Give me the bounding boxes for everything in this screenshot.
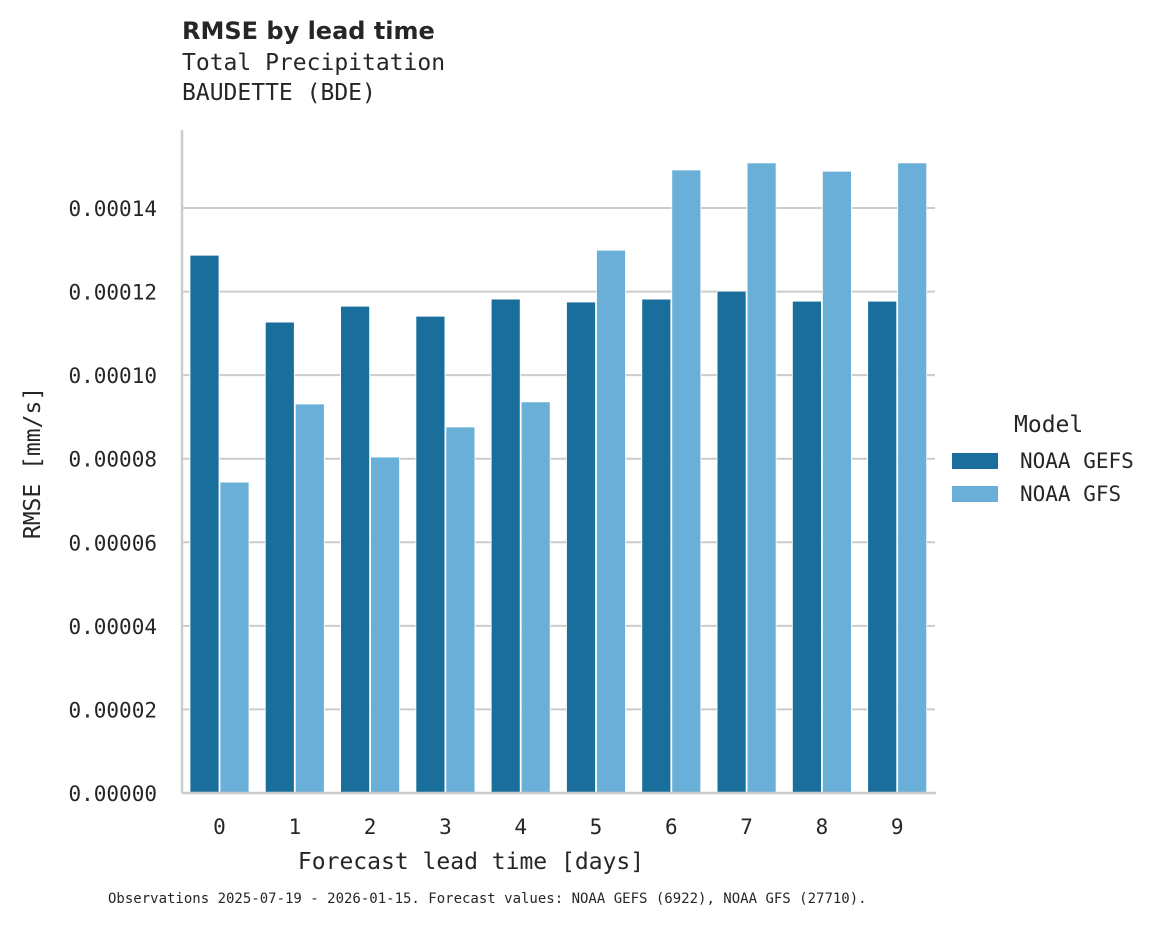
chart-title: RMSE by lead time <box>182 17 435 45</box>
y-tick-label: 0.00004 <box>68 615 157 639</box>
y-tick-label: 0.00012 <box>68 281 157 305</box>
legend-label-gefs: NOAA GEFS <box>1020 448 1134 473</box>
x-tick-labels: 0 1 2 3 4 5 6 7 8 9 <box>213 815 903 839</box>
bar-gfs-5 <box>596 249 626 794</box>
legend: Model NOAA GEFS NOAA GFS <box>952 412 1134 510</box>
y-tick-label: 0.00014 <box>68 197 157 221</box>
bar-gfs-3 <box>445 426 476 794</box>
x-tick-label: 4 <box>514 815 527 839</box>
bar-gfs-8 <box>822 170 852 794</box>
x-tick-label: 7 <box>740 815 753 839</box>
x-tick-label: 6 <box>665 815 678 839</box>
bar-gfs-4 <box>520 401 551 794</box>
bar-gefs-4 <box>490 298 521 794</box>
x-tick-label: 5 <box>590 815 603 839</box>
y-tick-label: 0.00010 <box>68 364 157 388</box>
chart-subtitle-station: BAUDETTE (BDE) <box>182 80 376 106</box>
y-tick-label: 0.00002 <box>68 698 157 722</box>
y-tick-label: 0.00000 <box>68 782 157 806</box>
bar-gefs-8 <box>792 300 822 794</box>
y-tick-label: 0.00006 <box>68 531 157 555</box>
bar-gfs-6 <box>671 169 702 794</box>
legend-swatch-gfs <box>952 485 998 502</box>
legend-label-gfs: NOAA GFS <box>1020 481 1122 506</box>
x-tick-label: 2 <box>364 815 377 839</box>
legend-item-gefs: NOAA GEFS <box>952 444 1134 477</box>
x-tick-label: 3 <box>439 815 452 839</box>
bar-gefs-9 <box>867 300 898 794</box>
bar-gfs-1 <box>294 403 325 794</box>
bar-gfs-0 <box>219 481 250 794</box>
bar-gfs-9 <box>897 162 928 794</box>
x-axis-label: Forecast lead time [days] <box>298 849 644 875</box>
y-tick-labels: 0.00000 0.00002 0.00004 0.00006 0.00008 0.000… <box>68 197 157 806</box>
footnote: Observations 2025-07-19 - 2026-01-15. Fo… <box>108 891 867 907</box>
x-tick-label: 9 <box>891 815 904 839</box>
bar-gefs-3 <box>415 315 446 794</box>
bar-gefs-1 <box>264 321 295 794</box>
chart-subtitle-variable: Total Precipitation <box>182 50 446 76</box>
bars <box>189 162 928 794</box>
y-axis-label: RMSE [mm/s] <box>20 387 46 539</box>
bar-gfs-2 <box>370 456 401 794</box>
bar-gefs-7 <box>716 290 747 794</box>
bar-gefs-2 <box>340 305 371 794</box>
legend-item-gfs: NOAA GFS <box>952 477 1134 510</box>
bar-gfs-7 <box>746 162 777 794</box>
x-tick-label: 1 <box>288 815 301 839</box>
bar-gefs-6 <box>641 298 672 794</box>
y-tick-label: 0.00008 <box>68 448 157 472</box>
x-tick-label: 0 <box>213 815 226 839</box>
bar-gefs-5 <box>566 301 596 794</box>
x-tick-label: 8 <box>816 815 829 839</box>
bar-gefs-0 <box>189 254 220 794</box>
legend-title: Model <box>1014 412 1084 438</box>
legend-swatch-gefs <box>952 452 998 469</box>
